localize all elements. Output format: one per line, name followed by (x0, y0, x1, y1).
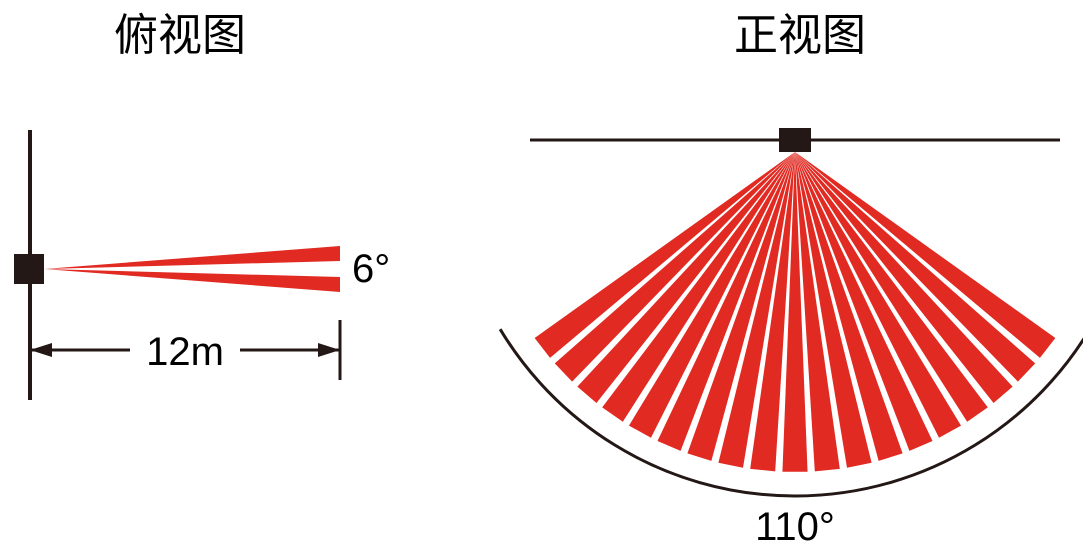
top-view-sensor-icon (14, 254, 44, 284)
front-view-fan-slices (535, 152, 1056, 472)
top-view-dimension: 12m (30, 320, 340, 380)
top-view-distance-label: 12m (146, 330, 224, 374)
front-view-sensor-icon (779, 128, 811, 152)
front-view-diagram: 正视图 110° (500, 11, 1083, 549)
top-view-title: 俯视图 (114, 11, 246, 60)
top-view-angle-label: 6° (352, 247, 390, 291)
top-view-diagram: 俯视图 6° (14, 11, 390, 400)
top-view-beams (44, 246, 340, 292)
front-view-title: 正视图 (734, 11, 866, 60)
front-view-angle-label: 110° (755, 505, 835, 549)
